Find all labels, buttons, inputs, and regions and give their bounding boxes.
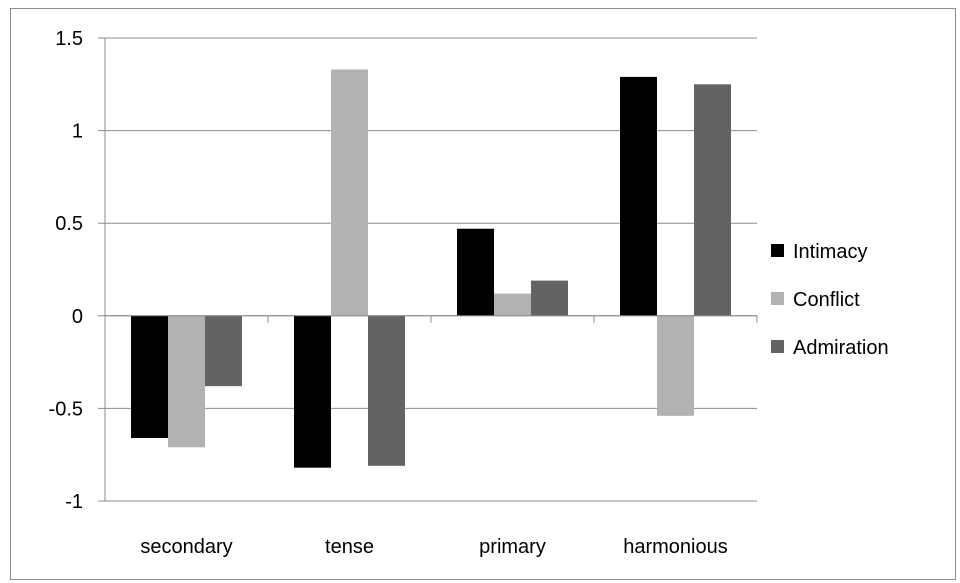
y-tick-label: -0.5	[49, 398, 83, 420]
y-axis-ticks: -1 -0.5 0 0.5 1 1.5	[49, 28, 83, 513]
bar-intimacy-tense	[294, 316, 331, 468]
legend-label-admiration: Admiration	[793, 337, 889, 359]
legend-label-intimacy: Intimacy	[793, 241, 867, 263]
y-tick-label: -1	[65, 491, 83, 513]
x-category-label: primary	[479, 536, 546, 558]
x-category-label: secondary	[140, 536, 232, 558]
x-category-label: tense	[325, 536, 374, 558]
x-axis-categories: secondary tense primary harmonious	[140, 536, 727, 558]
bar-intimacy-harmonious	[620, 77, 657, 316]
bar-conflict-primary	[494, 294, 531, 316]
legend-swatch-admiration	[771, 340, 784, 353]
legend-swatch-intimacy	[771, 244, 784, 257]
y-tick-label: 0	[72, 306, 83, 328]
legend-label-conflict: Conflict	[793, 289, 860, 311]
bar-conflict-tense	[331, 69, 368, 315]
y-tick-label: 0.5	[55, 213, 83, 235]
bar-admiration-harmonious	[694, 84, 731, 315]
bar-admiration-primary	[531, 281, 568, 316]
bar-admiration-tense	[368, 316, 405, 466]
legend: Intimacy Conflict Admiration	[771, 241, 889, 359]
legend-swatch-conflict	[771, 292, 784, 305]
bar-intimacy-secondary	[131, 316, 168, 438]
bar-conflict-secondary	[168, 316, 205, 447]
y-tick-label: 1.5	[55, 28, 83, 50]
bar-intimacy-primary	[457, 229, 494, 316]
bar-conflict-harmonious	[657, 316, 694, 416]
y-tick-label: 1	[72, 121, 83, 143]
x-category-label: harmonious	[623, 536, 728, 558]
bar-admiration-secondary	[205, 316, 242, 386]
